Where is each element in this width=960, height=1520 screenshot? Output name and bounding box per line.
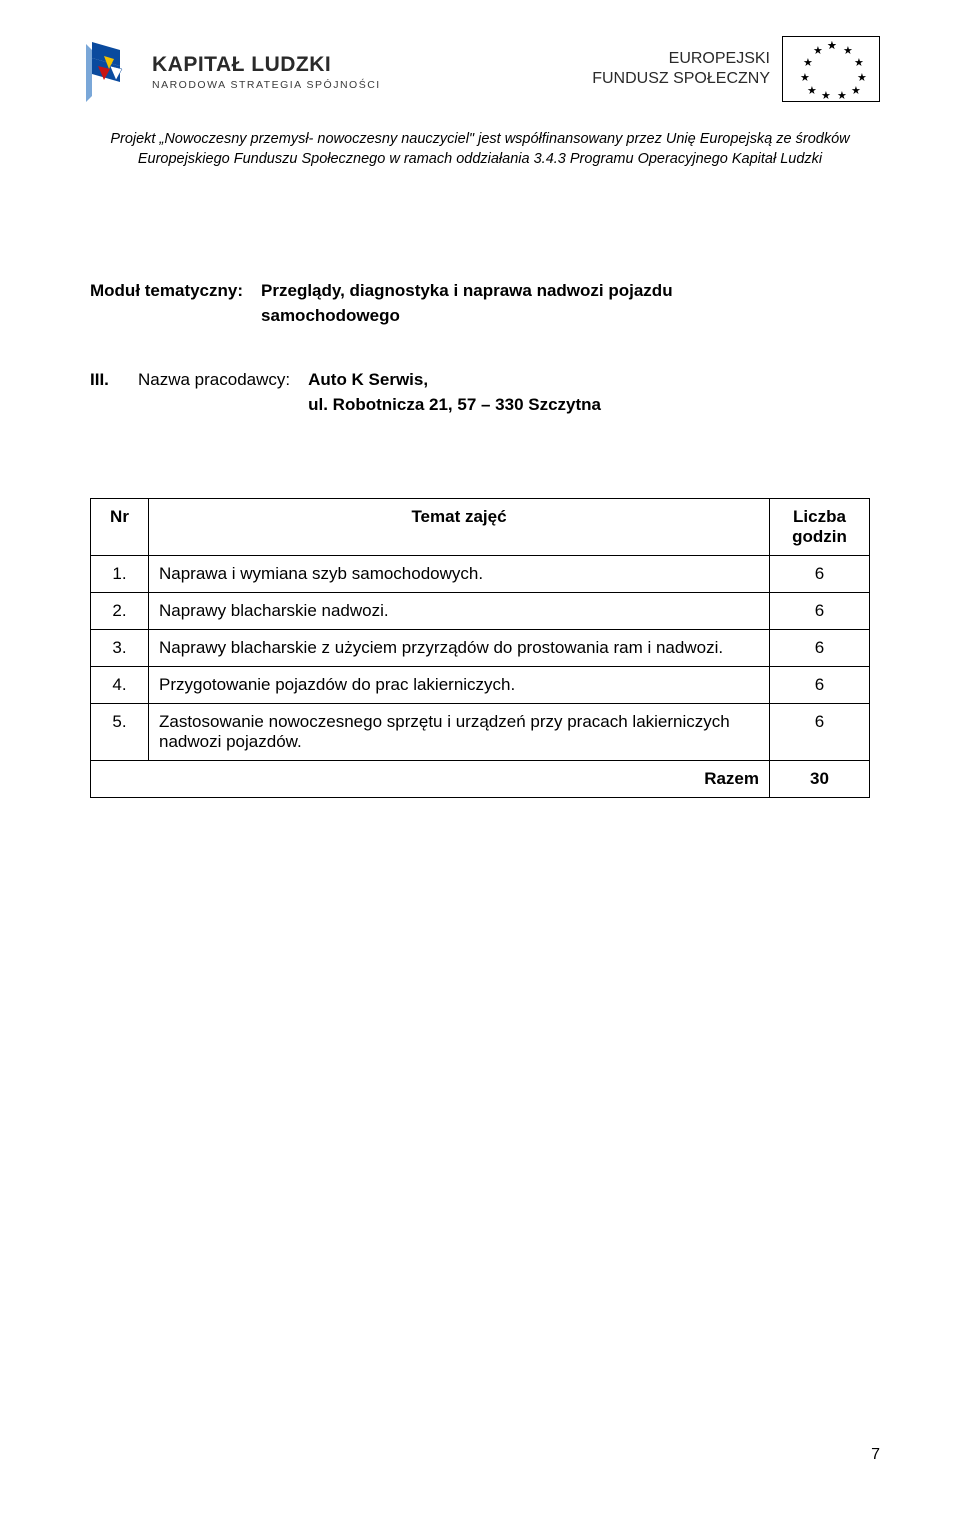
cell-hours: 6 — [770, 666, 870, 703]
cell-hours: 6 — [770, 555, 870, 592]
eu-flag-icon: ★ ★ ★ ★ ★ ★ ★ ★ ★ ★ ★ ★ — [782, 36, 880, 102]
page-number: 7 — [871, 1446, 880, 1464]
cell-topic: Naprawa i wymiana szyb samochodowych. — [149, 555, 770, 592]
col-header-hours: Liczba godzin — [770, 498, 870, 555]
cell-topic: Zastosowanie nowoczesnego sprzętu i urzą… — [149, 703, 770, 760]
cell-nr: 2. — [91, 592, 149, 629]
project-note: Projekt „Nowoczesny przemysł- nowoczesny… — [80, 130, 880, 169]
table-row: 4.Przygotowanie pojazdów do prac lakiern… — [91, 666, 870, 703]
cell-hours: 6 — [770, 703, 870, 760]
cell-topic: Przygotowanie pojazdów do prac lakiernic… — [149, 666, 770, 703]
cell-hours: 6 — [770, 629, 870, 666]
employer-roman: III. — [90, 368, 120, 393]
col-header-nr: Nr — [91, 498, 149, 555]
col-header-topic: Temat zajęć — [149, 498, 770, 555]
cell-nr: 1. — [91, 555, 149, 592]
kl-subtitle: NARODOWA STRATEGIA SPÓJNOŚCI — [152, 79, 381, 91]
table-total-row: Razem30 — [91, 760, 870, 797]
lessons-table: Nr Temat zajęć Liczba godzin 1.Naprawa i… — [90, 498, 870, 798]
module-row: Moduł tematyczny: Przeglądy, diagnostyka… — [90, 279, 870, 328]
module-value-line1: Przeglądy, diagnostyka i naprawa nadwozi… — [261, 279, 673, 304]
cell-nr: 5. — [91, 703, 149, 760]
table-row: 2.Naprawy blacharskie nadwozi.6 — [91, 592, 870, 629]
efs-line2: FUNDUSZ SPOŁECZNY — [592, 69, 770, 89]
table-row: 3.Naprawy blacharskie z użyciem przyrząd… — [91, 629, 870, 666]
module-value-line2: samochodowego — [261, 304, 673, 329]
table-row: 5.Zastosowanie nowoczesnego sprzętu i ur… — [91, 703, 870, 760]
total-hours: 30 — [770, 760, 870, 797]
logo-efs: EUROPEJSKI FUNDUSZ SPOŁECZNY ★ ★ ★ ★ ★ ★… — [592, 36, 880, 102]
header: KAPITAŁ LUDZKI NARODOWA STRATEGIA SPÓJNO… — [80, 36, 880, 108]
cell-nr: 3. — [91, 629, 149, 666]
table-header-row: Nr Temat zajęć Liczba godzin — [91, 498, 870, 555]
efs-line1: EUROPEJSKI — [592, 49, 770, 69]
employer-name: Auto K Serwis, — [308, 368, 601, 393]
cell-topic: Naprawy blacharskie z użyciem przyrządów… — [149, 629, 770, 666]
table-row: 1.Naprawa i wymiana szyb samochodowych.6 — [91, 555, 870, 592]
logo-kapital-ludzki: KAPITAŁ LUDZKI NARODOWA STRATEGIA SPÓJNO… — [80, 36, 381, 108]
cell-topic: Naprawy blacharskie nadwozi. — [149, 592, 770, 629]
employer-row: III. Nazwa pracodawcy: Auto K Serwis, ul… — [90, 368, 870, 417]
kl-title: KAPITAŁ LUDZKI — [152, 53, 381, 77]
employer-label: Nazwa pracodawcy: — [138, 368, 290, 393]
cell-nr: 4. — [91, 666, 149, 703]
total-label: Razem — [91, 760, 770, 797]
employer-address: ul. Robotnicza 21, 57 – 330 Szczytna — [308, 393, 601, 418]
cell-hours: 6 — [770, 592, 870, 629]
kl-flag-icon — [80, 36, 138, 108]
module-label: Moduł tematyczny: — [90, 279, 243, 328]
